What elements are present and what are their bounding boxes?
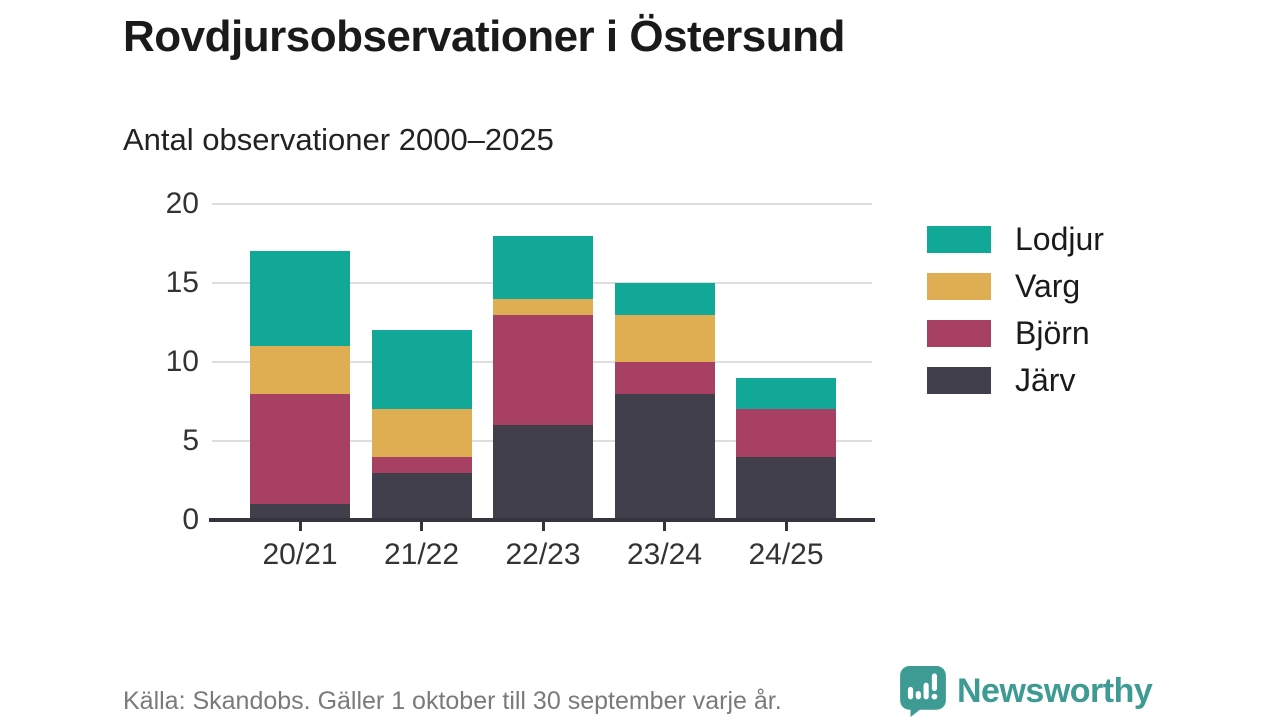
bar-segment-järv-20-21 — [250, 504, 350, 520]
x-axis-tick-label: 22/23 — [505, 538, 581, 571]
x-axis-tick-label: 23/24 — [626, 538, 703, 571]
x-axis-line — [209, 518, 875, 522]
bar-segment-lodjur-20-21 — [250, 251, 350, 347]
x-axis-tick — [784, 520, 788, 531]
bar-segment-björn-20-21 — [250, 393, 350, 505]
brand-name: Newsworthy — [957, 671, 1153, 710]
bar-segment-björn-24-25 — [736, 409, 836, 457]
bar-segment-järv-21-22 — [371, 472, 472, 520]
y-axis-tick-label: 15 — [165, 266, 199, 299]
y-axis-tick-label: 20 — [165, 187, 199, 220]
legend-swatch-järv — [927, 366, 991, 394]
legend-label: Björn — [1015, 315, 1090, 351]
x-axis-tick-label: 20/21 — [262, 538, 338, 571]
bar-segment-varg-22-23 — [493, 298, 593, 315]
legend-item-björn: Björn — [927, 315, 1104, 351]
x-axis-tick-label: 24/25 — [748, 538, 824, 571]
x-axis-tick — [663, 520, 666, 531]
plot-area: 0 5 10 15 20 20/21 21/22 22/23 23/24 24/25 — [166, 188, 875, 571]
brand-logo: Newsworthy — [898, 665, 1153, 717]
bar-segment-lodjur-24-25 — [736, 377, 836, 410]
bar-segment-järv-24-25 — [736, 456, 836, 520]
legend-swatch-lodjur — [927, 225, 991, 253]
bar-segment-björn-22-23 — [493, 314, 593, 426]
bar-segment-varg-23-24 — [614, 314, 715, 362]
bar-segment-lodjur-23-24 — [614, 283, 715, 315]
gridline-y20 — [212, 203, 872, 205]
source-note: Källa: Skandobs. Gäller 1 oktober till 3… — [123, 687, 782, 715]
x-axis-tick — [541, 520, 545, 531]
bar-segment-lodjur-22-23 — [493, 235, 593, 299]
bar-segment-lodjur-21-22 — [371, 330, 472, 410]
legend-label: Varg — [1015, 268, 1081, 304]
legend-swatch-björn — [927, 319, 991, 347]
newsworthy-logo-icon — [900, 666, 946, 717]
bar-segment-varg-21-22 — [371, 409, 472, 457]
bar-segment-järv-23-24 — [614, 393, 715, 520]
x-axis-tick — [420, 520, 423, 531]
x-axis-tick-label: 21/22 — [383, 538, 460, 571]
legend-item-lodjur: Lodjur — [927, 221, 1104, 257]
bar-segment-varg-20-21 — [250, 346, 350, 394]
legend-label: Järv — [1015, 362, 1076, 398]
y-axis-tick-label: 5 — [182, 424, 199, 457]
bar-segment-järv-22-23 — [493, 425, 593, 520]
legend-item-varg: Varg — [927, 268, 1104, 304]
bar-segment-björn-23-24 — [614, 362, 715, 394]
y-axis-tick-label: 10 — [165, 345, 199, 378]
chart-title: Rovdjursobservationer i Östersund — [123, 12, 845, 61]
x-axis-tick — [298, 520, 302, 531]
chart-subtitle: Antal observationer 2000–2025 — [123, 122, 554, 157]
legend-swatch-varg — [927, 272, 991, 300]
legend-item-järv: Järv — [927, 362, 1104, 398]
legend: Lodjur Varg Björn Järv — [927, 221, 1104, 398]
y-axis-tick-label: 0 — [182, 503, 199, 536]
legend-label: Lodjur — [1015, 221, 1104, 257]
bar-segment-björn-21-22 — [371, 456, 472, 473]
